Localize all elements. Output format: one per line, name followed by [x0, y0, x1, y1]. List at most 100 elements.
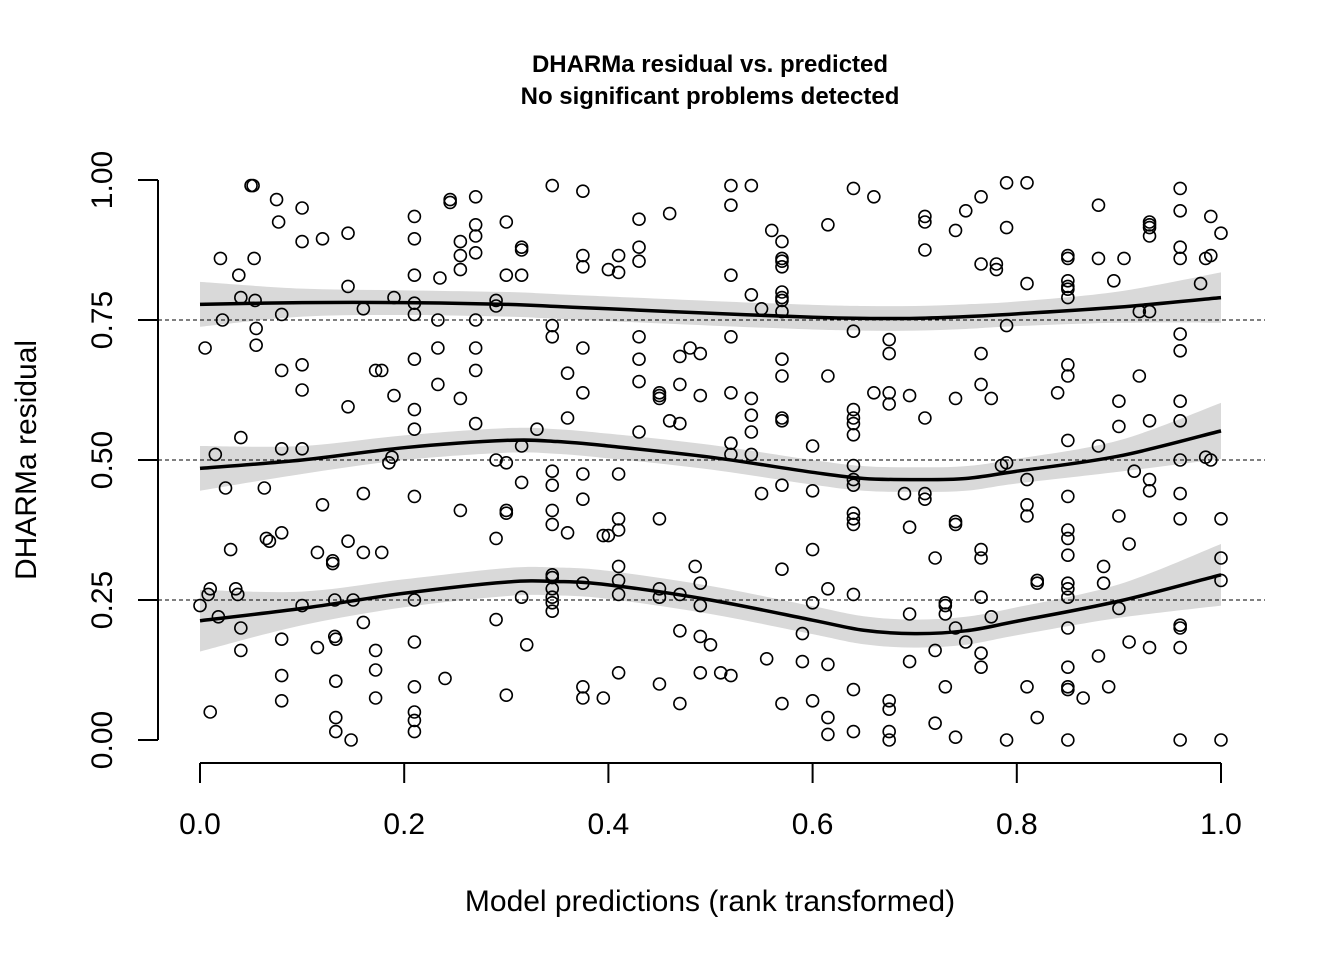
- data-point: [846, 682, 861, 697]
- residual-points: [193, 176, 1228, 747]
- data-point: [882, 733, 896, 747]
- data-point: [341, 279, 355, 294]
- data-point: [560, 411, 575, 425]
- data-point: [514, 475, 529, 490]
- data-point: [1214, 226, 1228, 240]
- data-point: [193, 598, 207, 613]
- data-point: [775, 696, 789, 711]
- data-point: [846, 402, 861, 417]
- data-point: [453, 248, 468, 263]
- data-point: [385, 450, 399, 465]
- data-point: [1091, 649, 1106, 663]
- data-point: [328, 710, 343, 725]
- data-point: [754, 301, 769, 316]
- data-point: [545, 503, 560, 518]
- data-point: [545, 318, 560, 333]
- data-point: [356, 301, 371, 316]
- data-point: [1061, 682, 1075, 697]
- data-point: [918, 486, 932, 501]
- data-point: [821, 218, 835, 232]
- data-point: [846, 458, 861, 473]
- data-point: [407, 422, 422, 437]
- x-tick-label: 0.0: [179, 808, 221, 841]
- data-point: [611, 559, 626, 574]
- data-point: [984, 391, 999, 406]
- data-point: [576, 691, 590, 705]
- data-point: [693, 576, 708, 591]
- data-point: [468, 416, 483, 431]
- quantile-curve-q0.5: [199, 429, 1222, 482]
- data-point: [989, 257, 1004, 271]
- data-point: [724, 268, 738, 283]
- data-point: [821, 727, 835, 742]
- data-point: [443, 192, 457, 207]
- data-point: [211, 609, 226, 624]
- data-point: [662, 413, 677, 428]
- data-point: [1101, 679, 1116, 694]
- data-point: [545, 178, 560, 193]
- data-point: [632, 425, 646, 439]
- data-point: [576, 576, 590, 591]
- data-point: [315, 497, 330, 512]
- data-point: [247, 251, 261, 266]
- data-point: [1173, 453, 1187, 467]
- data-point: [795, 626, 810, 641]
- data-point: [882, 346, 896, 361]
- data-point: [974, 590, 988, 605]
- data-point: [295, 357, 309, 372]
- data-point: [246, 178, 260, 193]
- data-point: [1091, 251, 1106, 266]
- data-point: [1112, 601, 1126, 616]
- data-point: [974, 646, 988, 661]
- data-point: [407, 635, 422, 649]
- data-point: [989, 262, 1004, 277]
- data-point: [775, 234, 789, 249]
- data-point: [846, 472, 861, 487]
- data-point: [356, 486, 371, 501]
- data-point: [918, 411, 932, 425]
- data-point: [948, 517, 963, 532]
- data-point: [846, 587, 861, 602]
- data-point: [1020, 176, 1034, 190]
- data-point: [775, 562, 789, 577]
- data-point: [295, 598, 309, 613]
- data-point: [882, 693, 896, 708]
- data-point: [431, 313, 445, 327]
- data-point: [274, 668, 289, 683]
- data-point: [356, 615, 371, 630]
- data-point: [999, 176, 1014, 190]
- data-point: [328, 632, 343, 647]
- data-point: [1203, 209, 1218, 224]
- data-point: [269, 192, 284, 207]
- data-point: [1061, 548, 1075, 563]
- data-point: [259, 531, 274, 546]
- data-point: [453, 391, 468, 406]
- data-point: [215, 313, 230, 327]
- data-point: [652, 581, 667, 596]
- data-point: [724, 668, 738, 683]
- data-point: [545, 464, 560, 479]
- data-point: [257, 481, 272, 495]
- data-point: [601, 528, 616, 543]
- data-point: [1061, 523, 1075, 537]
- data-point: [201, 587, 215, 602]
- data-point: [1142, 220, 1157, 235]
- data-point: [846, 427, 861, 442]
- data-point: [999, 733, 1014, 747]
- data-point: [744, 287, 759, 302]
- data-point: [545, 517, 560, 532]
- data-point: [683, 341, 697, 355]
- data-point: [775, 411, 789, 425]
- data-point: [974, 257, 988, 271]
- data-point: [1061, 489, 1075, 504]
- data-point: [611, 573, 626, 588]
- data-point: [693, 629, 708, 644]
- data-point: [374, 545, 389, 560]
- data-point: [341, 534, 355, 549]
- data-point: [1122, 635, 1136, 649]
- data-point: [918, 492, 932, 507]
- data-point: [632, 240, 646, 254]
- data-point: [489, 453, 503, 467]
- data-point: [984, 609, 999, 624]
- data-point: [1050, 385, 1065, 400]
